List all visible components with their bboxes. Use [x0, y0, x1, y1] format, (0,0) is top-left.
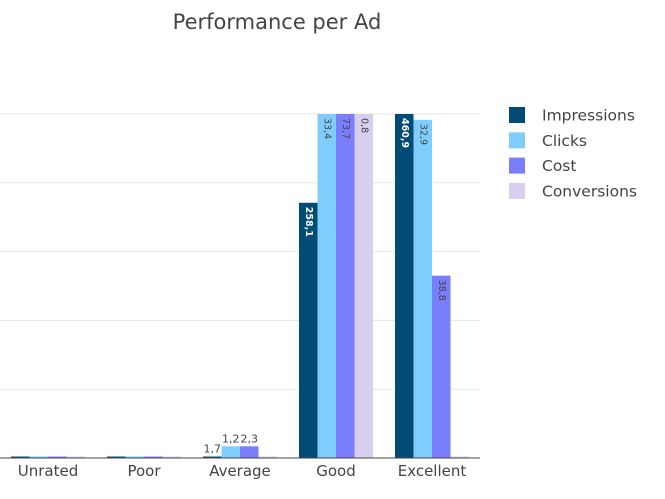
x-tick-labels: Unrated Poor Average Good Excellent	[18, 462, 467, 480]
x-tick-unrated: Unrated	[18, 462, 78, 480]
bar-impressions-unrated[interactable]	[11, 456, 30, 459]
bar-conversions-good[interactable]	[354, 114, 374, 458]
legend-swatch	[509, 182, 525, 199]
bar-conversions-unrated[interactable]	[66, 456, 86, 459]
bar-cost-average[interactable]	[240, 446, 259, 458]
legend-swatch	[509, 107, 525, 123]
bar-cost-excellent[interactable]	[432, 275, 451, 458]
bar-label-clicks-good: 33,4	[321, 118, 332, 139]
bar-clicks-excellent[interactable]	[413, 119, 433, 459]
bar-labels: 1,71,2 2,3 258,1 33,4 73,7 0,8 460,9 32,9 38,8	[204, 118, 447, 456]
bar-label-impressions-excellent: 460,9	[399, 118, 410, 148]
legend-item-conversions[interactable]: Conversions	[509, 182, 637, 200]
bar-label-cost-good: 73,7	[340, 118, 351, 139]
bar-cost-good[interactable]	[336, 114, 355, 458]
bar-impressions-excellent[interactable]	[395, 114, 414, 458]
bar-clicks-good[interactable]	[317, 114, 337, 458]
x-tick-average: Average	[209, 462, 271, 480]
x-tick-excellent: Excellent	[398, 462, 467, 480]
bars	[11, 114, 470, 459]
bar-impressions-good[interactable]	[299, 202, 318, 458]
legend-item-cost[interactable]: Cost	[509, 157, 576, 175]
bar-label-cost-excellent: 38,8	[436, 280, 447, 301]
bar-clicks-poor[interactable]	[125, 456, 145, 459]
legend-item-clicks[interactable]: Clicks	[509, 132, 587, 150]
legend-label: Cost	[542, 157, 576, 175]
legend-swatch	[509, 157, 525, 174]
bar-label-impressions-good: 258,1	[303, 207, 314, 237]
legend-label: Impressions	[542, 107, 635, 125]
legend[interactable]: Impressions Clicks Cost Conversions	[509, 107, 637, 201]
x-tick-poor: Poor	[127, 462, 161, 480]
bar-conversions-average[interactable]	[258, 456, 278, 459]
bar-conversions-poor[interactable]	[162, 456, 182, 459]
bar-cost-poor[interactable]	[144, 456, 163, 459]
legend-label: Clicks	[542, 132, 587, 150]
x-tick-good: Good	[316, 462, 356, 480]
legend-swatch	[509, 132, 525, 149]
bar-label-conversions-good: 0,8	[358, 118, 369, 133]
bar-label-impressions-average: 1,7	[204, 443, 222, 456]
bar-label-clicks-excellent: 32,9	[417, 124, 428, 145]
bar-label-clicks-average: 1,2	[222, 432, 240, 445]
bar-cost-unrated[interactable]	[48, 456, 67, 459]
legend-label: Conversions	[542, 182, 637, 200]
bar-impressions-average[interactable]	[203, 456, 222, 459]
legend-item-impressions[interactable]: Impressions	[509, 107, 635, 125]
bar-impressions-poor[interactable]	[107, 456, 126, 459]
chart-title: Performance per Ad	[173, 10, 382, 34]
bar-conversions-excellent[interactable]	[450, 456, 470, 459]
bar-clicks-unrated[interactable]	[29, 456, 49, 459]
bar-clicks-average[interactable]	[221, 446, 241, 458]
bar-label-cost-average: 2,3	[241, 432, 259, 445]
